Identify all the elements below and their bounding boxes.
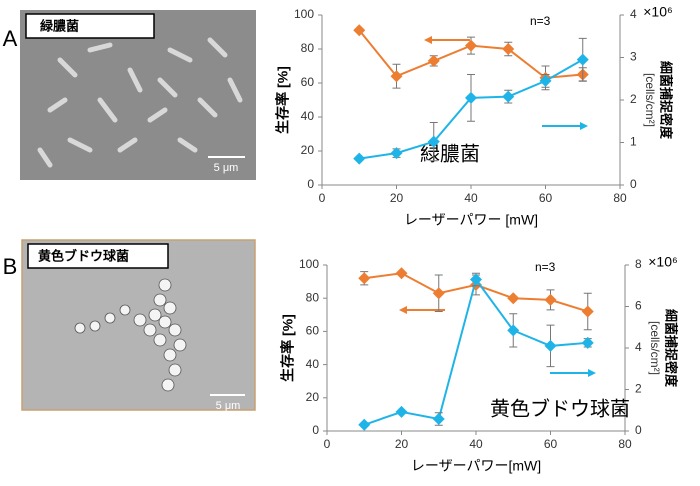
y2-multiplier: ×10⁶ (648, 254, 678, 270)
annotation: n=3 (535, 260, 556, 274)
marker (427, 54, 440, 67)
x-tick-label: 20 (390, 191, 404, 205)
marker (507, 324, 520, 337)
y2-tick-label: 6 (635, 299, 642, 313)
y2-axis-unit: [cells/cm²] (648, 321, 662, 375)
marker (358, 272, 371, 285)
marker (427, 135, 440, 148)
cocci (74, 278, 187, 392)
y-tick-label: 60 (301, 75, 315, 89)
y-tick-label: 40 (306, 357, 320, 371)
y-tick-label: 100 (294, 7, 314, 21)
rods (37, 37, 243, 168)
marker (544, 339, 557, 352)
y2-tick-label: 0 (630, 177, 637, 191)
y2-tick-label: 4 (635, 340, 642, 354)
x-tick-label: 0 (324, 437, 331, 451)
image-label-box (27, 243, 169, 269)
arrow-head (399, 306, 407, 314)
marker (544, 293, 557, 306)
y-tick-label: 80 (306, 290, 320, 304)
marker (390, 70, 403, 83)
y-tick-label: 40 (301, 109, 315, 123)
y-axis-label: 生存率 [%] (275, 66, 291, 134)
marker (539, 74, 552, 87)
y2-axis-label: 細菌捕捉密度 (664, 309, 679, 388)
annotation: 黄色ブドウ球菌 (490, 396, 630, 420)
scale-bar-label: 5 μm (214, 162, 239, 174)
image-label-box (25, 13, 155, 39)
marker (576, 53, 589, 66)
marker (502, 90, 515, 103)
y2-tick-label: 8 (635, 257, 642, 271)
arrow-head (424, 36, 432, 44)
y-tick-label: 80 (301, 41, 315, 55)
marker (581, 336, 594, 349)
x-tick-label: 0 (319, 191, 326, 205)
panel-label: A (3, 26, 18, 51)
marker (432, 412, 445, 425)
x-axis-label: レーザーパワー [mW] (404, 212, 538, 228)
marker (581, 305, 594, 318)
marker (353, 24, 366, 37)
marker (390, 147, 403, 160)
y2-axis-label: 細菌捕捉密度 (659, 61, 674, 140)
x-tick-label: 20 (395, 437, 409, 451)
y-axis-label: 生存率 [%] (280, 314, 296, 382)
marker (358, 418, 371, 431)
y-tick-label: 100 (299, 257, 319, 271)
marker (470, 273, 482, 286)
y2-tick-label: 2 (635, 382, 642, 396)
marker (395, 267, 408, 280)
marker (465, 39, 477, 52)
micrograph-a: 緑膿菌 5 μm A (3, 10, 256, 180)
y2-tick-label: 1 (630, 135, 637, 149)
x-tick-label: 60 (539, 191, 553, 205)
y2-tick-label: 2 (630, 92, 637, 106)
y-tick-label: 0 (307, 177, 314, 191)
annotation: 緑膿菌 (420, 142, 480, 165)
x-tick-label: 40 (469, 437, 483, 451)
panel-label: B (3, 254, 18, 279)
y2-tick-label: 0 (635, 423, 642, 437)
image-label: 黄色ブドウ球菌 (38, 248, 129, 263)
annotation: n=3 (530, 14, 551, 28)
micrograph-b: 黄色ブドウ球菌 5 μm B (3, 239, 256, 412)
y-tick-label: 60 (306, 324, 320, 338)
x-tick-label: 40 (464, 191, 478, 205)
y-tick-label: 20 (306, 390, 320, 404)
arrow-head (588, 369, 596, 377)
marker (502, 43, 515, 55)
y2-multiplier: ×10⁶ (643, 4, 673, 20)
x-tick-label: 80 (618, 437, 632, 451)
marker (395, 405, 408, 418)
marker (465, 91, 477, 104)
marker (432, 287, 445, 300)
y2-axis-unit: [cells/cm²] (643, 73, 657, 127)
x-tick-label: 80 (613, 191, 627, 205)
marker (353, 152, 366, 165)
y2-tick-label: 3 (630, 50, 637, 64)
arrow-head (580, 122, 588, 130)
marker (507, 292, 520, 305)
x-axis-label: レーザーパワー[mW] (411, 458, 541, 474)
image-label: 緑膿菌 (40, 18, 79, 33)
y-tick-label: 0 (312, 423, 319, 437)
y-tick-label: 20 (301, 143, 315, 157)
x-tick-label: 60 (544, 437, 558, 451)
scale-bar-label: 5 μm (216, 400, 241, 412)
y2-tick-label: 4 (630, 7, 637, 21)
